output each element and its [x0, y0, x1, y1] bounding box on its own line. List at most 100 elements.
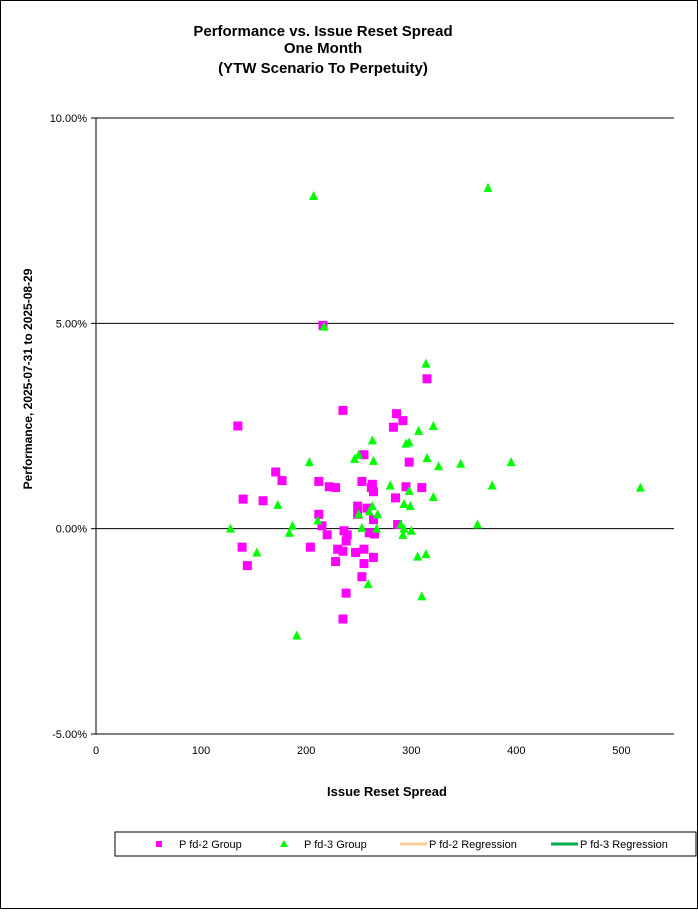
pfd3-point — [404, 437, 414, 447]
pfd2-point — [401, 482, 411, 492]
pfd2-point — [305, 542, 315, 552]
pfd2-point — [238, 494, 248, 504]
pfd3-point — [421, 549, 431, 559]
pfd2-point — [391, 493, 401, 503]
pfd3-point — [405, 501, 415, 511]
pfd2-point — [422, 374, 432, 384]
pfd3-point — [456, 458, 466, 468]
pfd3-point — [288, 520, 298, 530]
pfd2-point — [368, 515, 378, 525]
pfd2-point — [331, 557, 341, 567]
pfd3-point — [635, 482, 645, 492]
pfd2-point — [392, 409, 402, 419]
pfd2-point — [357, 572, 367, 582]
y-axis-label: Performance, 2025-07-31 to 2025-08-29 — [21, 268, 35, 489]
pfd2-point — [338, 405, 348, 415]
pfd2-point — [398, 416, 408, 426]
y-tick-label: 0.00% — [56, 524, 87, 536]
x-tick-label: 100 — [192, 745, 210, 757]
pfd2-point — [314, 476, 324, 486]
legend-items: P fd-2 Group P fd-3 Group P fd-2 Regressio… — [156, 839, 668, 851]
pfd3-point — [354, 509, 364, 519]
pfd2-point — [271, 467, 281, 477]
x-tick-label: 0 — [93, 745, 99, 757]
pfd3-point — [354, 449, 364, 459]
pfd3-point — [373, 509, 383, 519]
y-tick-label: 10.00% — [50, 113, 88, 125]
pfd2-point — [237, 542, 247, 552]
pfd2-point — [351, 547, 361, 557]
pfd2-point — [364, 528, 374, 538]
pfd2-point — [367, 479, 377, 489]
x-axis-label: Issue Reset Spread — [327, 784, 447, 799]
pfd3-point — [367, 501, 377, 511]
pfd3-point — [422, 453, 432, 463]
pfd2-point — [359, 559, 369, 569]
pfd2-point — [333, 544, 343, 554]
pfd2-point — [342, 530, 352, 540]
pfd3-point — [226, 523, 236, 533]
pfd3-point — [364, 506, 374, 516]
pfd3-point — [313, 515, 323, 525]
legend-swatch-pfd3 — [280, 840, 288, 847]
pfd2-point — [277, 476, 287, 486]
x-tick-label: 300 — [402, 745, 420, 757]
pfd2-point — [362, 503, 372, 513]
x-tick-label: 200 — [297, 745, 315, 757]
pfd3-point — [372, 523, 382, 533]
pfd2-point — [353, 501, 363, 511]
pfd2-point — [393, 520, 403, 530]
legend: P fd-2 Group P fd-3 Group P fd-2 Regressio… — [114, 831, 697, 857]
pfd2-point — [404, 457, 414, 467]
pfd2-point — [242, 561, 252, 571]
pfd2-point — [359, 450, 369, 460]
legend-box — [114, 831, 697, 857]
pfd2-point — [322, 530, 332, 540]
pfd3-point — [428, 421, 438, 430]
pfd3-point — [421, 358, 431, 368]
pfd3-point — [472, 519, 482, 529]
x-axis-ticks: 0 100 200 300 400 500 — [93, 745, 631, 757]
pfd3-point — [417, 591, 427, 601]
pfd3-point — [399, 523, 409, 533]
pfd2-point — [258, 496, 268, 506]
pfd3-point — [319, 321, 329, 331]
pfd3-point — [428, 492, 438, 502]
legend-label: P fd-2 Group — [179, 839, 242, 851]
pfd2-point — [359, 544, 369, 554]
pfd3-point — [506, 457, 516, 467]
pfd3-point — [252, 547, 262, 557]
pfd2-point — [338, 614, 348, 624]
pfd2-point — [233, 421, 243, 431]
pfd3-point — [398, 529, 408, 539]
y-tick-label: 5.00% — [56, 318, 87, 330]
pfd2-point — [417, 483, 427, 493]
pfd3-point — [368, 455, 378, 465]
chart-title-line-3: (YTW Scenario To Perpetuity) — [218, 60, 428, 77]
pfd2-point — [314, 509, 324, 519]
legend-label: P fd-3 Group — [304, 839, 367, 851]
pfd3-point — [404, 485, 414, 495]
pfd2-point — [317, 521, 327, 531]
pfd3-point — [363, 579, 373, 589]
gridlines — [96, 117, 674, 735]
chart-title-line-1: Performance vs. Issue Reset Spread — [193, 23, 452, 40]
pfd3-point — [357, 522, 367, 532]
pfd3-point — [413, 551, 423, 561]
pfd2-point — [369, 529, 379, 539]
pfd2-point — [368, 487, 378, 497]
legend-swatch-pfd2 — [156, 841, 162, 847]
legend-label: P fd-2 Regression — [429, 839, 517, 851]
x-tick-label: 500 — [612, 745, 630, 757]
pfd3-point — [385, 480, 395, 490]
pfd3-point — [304, 457, 314, 467]
y-axis-ticks: -5.00% 0.00% 5.00% 10.00% — [50, 113, 96, 741]
pfd3-point — [367, 435, 377, 445]
pfd2-point — [368, 552, 378, 562]
pfd2-point — [341, 536, 351, 546]
pfd3-point — [487, 480, 497, 490]
pfd3-point — [406, 525, 416, 535]
pfd3-point — [284, 527, 294, 537]
pfd2-point — [357, 476, 367, 486]
